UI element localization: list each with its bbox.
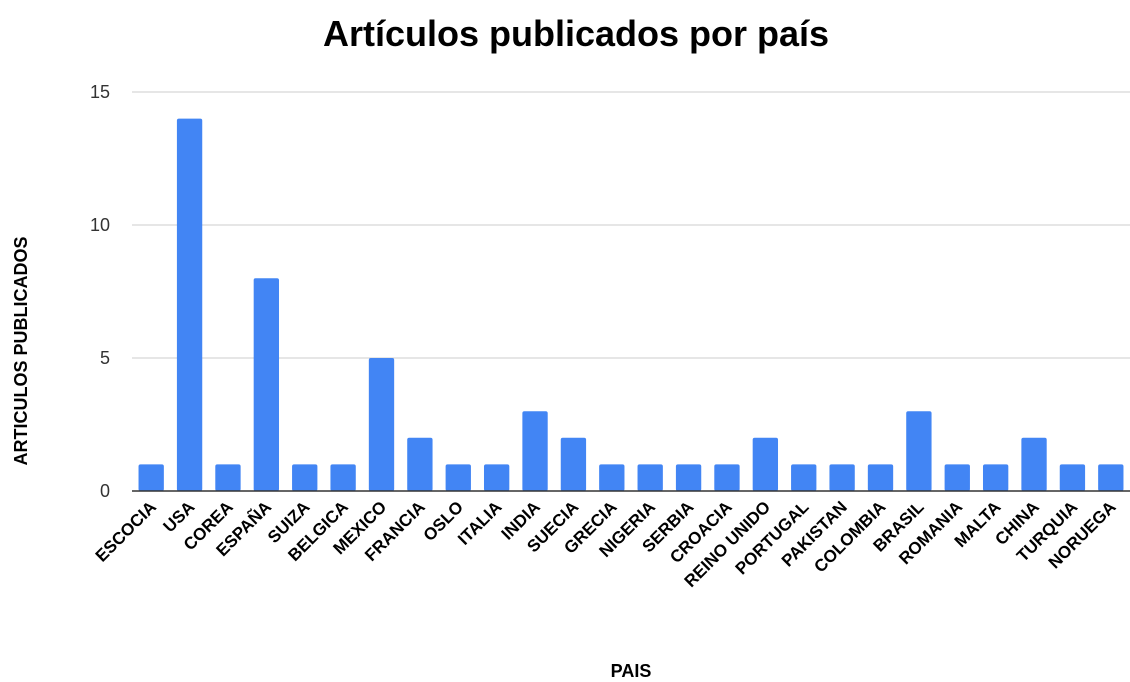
bar [867, 464, 894, 491]
x-tick-labels: ESCOCIA USACOREAESPAÑASUIZABELGICAMEXICOF… [92, 497, 1120, 591]
bar [1098, 464, 1124, 491]
bar [829, 464, 855, 491]
y-tick-label: 0 [100, 481, 110, 501]
y-tick-label: 5 [100, 348, 110, 368]
bar [483, 464, 510, 491]
bar [906, 411, 932, 491]
bar [637, 464, 663, 491]
bar [560, 437, 587, 491]
y-tick-label: 15 [90, 82, 110, 102]
x-tick-label: ITALIA [454, 497, 505, 548]
bar [714, 464, 740, 491]
bar [176, 118, 203, 491]
bar [445, 464, 471, 491]
bar [752, 437, 779, 491]
bar [215, 464, 241, 491]
bar [982, 464, 1009, 491]
chart-title: Artículos publicados por país [323, 13, 829, 54]
bar [138, 464, 164, 491]
bar [599, 464, 625, 491]
y-tick-label: 10 [90, 215, 110, 235]
bar [944, 464, 970, 491]
bar [522, 411, 548, 491]
bar [330, 464, 356, 491]
bar [675, 464, 702, 491]
y-tick-labels: 0 5 10 15 [90, 82, 110, 501]
x-tick-label: ESCOCIA [92, 497, 160, 565]
grid-lines [132, 91, 1130, 359]
y-axis-title: ARTICULOS PUBLICADOS [11, 237, 31, 466]
bar [1021, 437, 1047, 491]
bar [791, 464, 817, 491]
bar [368, 358, 395, 491]
bar [292, 464, 318, 491]
bar [253, 278, 280, 491]
bar [407, 437, 433, 491]
bar [1059, 464, 1086, 491]
bars [138, 118, 1124, 491]
x-axis-title: PAIS [611, 661, 652, 681]
